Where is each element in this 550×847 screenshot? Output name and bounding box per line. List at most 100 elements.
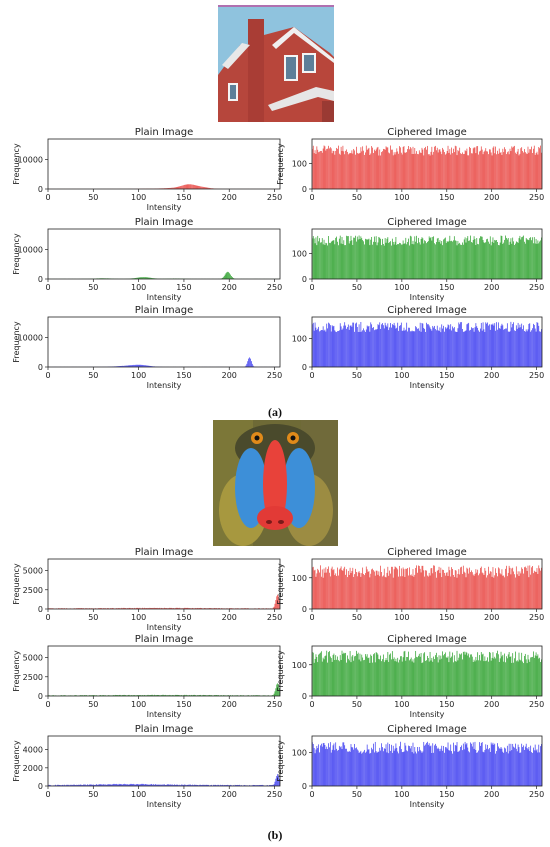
histogram-bar [459, 750, 461, 786]
histogram-bar [99, 695, 101, 696]
histogram-bar [357, 239, 359, 279]
histogram-bar [454, 745, 456, 786]
histogram-bar [495, 330, 496, 367]
histogram-bar [100, 784, 102, 786]
histogram-bar [430, 329, 432, 367]
histogram-bar [476, 660, 478, 696]
histogram-bar [431, 752, 433, 786]
histogram-bar [492, 742, 494, 786]
histogram-bar [142, 607, 143, 609]
histogram-bar [331, 749, 333, 786]
histogram-bar [377, 146, 379, 189]
histogram-bar [320, 652, 321, 696]
histogram-bar [533, 657, 535, 696]
y-axis-label: Frequency [12, 233, 21, 275]
histogram-bar [183, 784, 185, 786]
histogram-bar [481, 572, 483, 609]
x-tick-label: 50 [88, 790, 98, 799]
histogram-bar [364, 659, 365, 696]
histogram-bar [145, 784, 147, 786]
histogram-bar [452, 153, 453, 189]
histogram-bar [431, 146, 433, 189]
histogram-bar [453, 751, 455, 786]
histogram-bar [344, 154, 346, 189]
histogram-bar [349, 241, 351, 279]
histogram-bar [438, 330, 440, 367]
histogram-bar [537, 573, 539, 609]
y-tick-label: 4000 [23, 746, 43, 755]
histogram-bar [374, 575, 376, 609]
histogram-bar [510, 574, 512, 609]
histogram-bar [433, 236, 435, 279]
histogram-bar [511, 146, 513, 189]
x-tick-label: 150 [439, 193, 454, 202]
histogram-bar [538, 325, 540, 367]
histogram-bar [480, 328, 481, 367]
x-axis-label: Intensity [147, 710, 182, 719]
histogram-bar [201, 784, 202, 786]
histogram-bar [140, 277, 142, 279]
histogram-bar [373, 743, 374, 786]
histogram-bar [382, 151, 383, 189]
histogram-bar [144, 608, 146, 609]
histogram-bar [343, 742, 345, 786]
histogram-bar [445, 572, 447, 609]
histogram-bar [375, 236, 377, 279]
histogram-bar [500, 651, 502, 696]
histogram-bar [350, 325, 352, 367]
histogram-bar [202, 784, 204, 786]
histogram-bar [64, 695, 66, 696]
histogram-bar [420, 152, 422, 189]
histogram-bar [491, 657, 493, 696]
histogram-bar [205, 187, 207, 189]
histogram-bar [393, 152, 395, 189]
histogram-bar [378, 751, 380, 786]
histogram-bar [358, 752, 360, 786]
histogram-bar [316, 245, 318, 279]
histogram-bar [88, 695, 90, 696]
histogram-bar [191, 694, 192, 696]
histogram-bar [76, 784, 77, 786]
histogram-bar [512, 323, 514, 367]
histogram-bar [140, 695, 142, 696]
histogram-bar [316, 330, 318, 367]
histogram-bar [412, 742, 414, 786]
histogram-bar [106, 784, 107, 786]
histogram-bar [167, 695, 169, 696]
histogram-bar [507, 654, 509, 696]
histogram-bar [486, 323, 488, 367]
histogram-bar [184, 607, 186, 609]
histogram-bar [473, 748, 475, 786]
histogram-bar [429, 746, 431, 786]
histogram-bar [404, 243, 406, 279]
histogram-bar [411, 330, 413, 367]
histogram-bar [368, 571, 370, 609]
histogram-bar [259, 784, 260, 786]
chart-title: Plain Image [135, 127, 194, 138]
histogram-bar [376, 147, 378, 189]
histogram-bar [150, 784, 152, 786]
histogram-bar [463, 571, 465, 609]
histogram-bar [478, 154, 479, 189]
histogram-bar [142, 783, 143, 786]
histogram-bar [117, 366, 119, 367]
histogram-bar [415, 751, 417, 786]
histogram-bar [328, 743, 329, 786]
histogram-bar [528, 323, 530, 367]
histogram-bar [486, 239, 488, 279]
histogram-bar [125, 365, 126, 367]
histogram-bar [329, 656, 331, 696]
histogram-bar [373, 327, 374, 367]
histogram-bar [57, 608, 59, 609]
histogram-bar [202, 186, 204, 189]
histogram-bar [494, 239, 496, 279]
histogram-bar [372, 244, 373, 279]
histogram-bar [177, 186, 179, 189]
histogram-bar [504, 147, 505, 189]
histogram-bar [526, 331, 528, 367]
histogram-bar [276, 776, 278, 786]
histogram-bar [185, 607, 187, 609]
histogram-bar [483, 661, 485, 696]
histogram-bar [158, 608, 160, 609]
